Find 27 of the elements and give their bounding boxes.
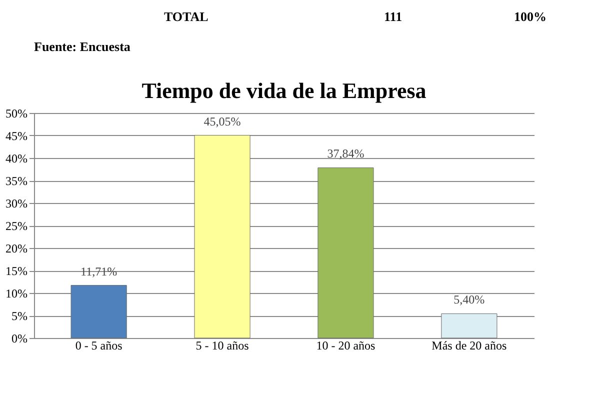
data-label: 37,84%: [327, 146, 364, 161]
chart-title: Tiempo de vida de la Empresa: [142, 78, 426, 103]
y-tick-label: 40%: [6, 152, 28, 166]
y-tick-label: 0%: [12, 332, 28, 346]
y-tick-label: 45%: [6, 129, 28, 143]
data-label: 45,05%: [204, 114, 241, 128]
y-tick-label: 30%: [6, 196, 28, 210]
y-tick-label: 20%: [6, 242, 28, 256]
y-tick-label: 10%: [6, 286, 28, 300]
bar: [194, 135, 250, 338]
x-tick-label: Más de 20 años: [432, 338, 508, 352]
text: TOTAL: [164, 9, 209, 24]
x-tick-label: 10 - 20 años: [316, 338, 376, 352]
y-tick-label: 35%: [6, 174, 28, 188]
source-note: Fuente: Encuesta: [34, 39, 131, 54]
y-tick-label: 50%: [6, 106, 28, 120]
bar: [441, 313, 498, 338]
y-tick-label: 15%: [6, 264, 28, 278]
text: 111: [384, 9, 402, 24]
y-tick-label: 25%: [6, 219, 28, 233]
data-label: 5,40%: [454, 292, 485, 307]
x-tick-label: 5 - 10 años: [196, 338, 250, 352]
bar: [70, 285, 127, 338]
text: 100%: [514, 9, 546, 24]
bar: [318, 167, 374, 338]
x-tick-label: 0 - 5 años: [75, 338, 123, 352]
y-tick-label: 5%: [12, 309, 28, 323]
